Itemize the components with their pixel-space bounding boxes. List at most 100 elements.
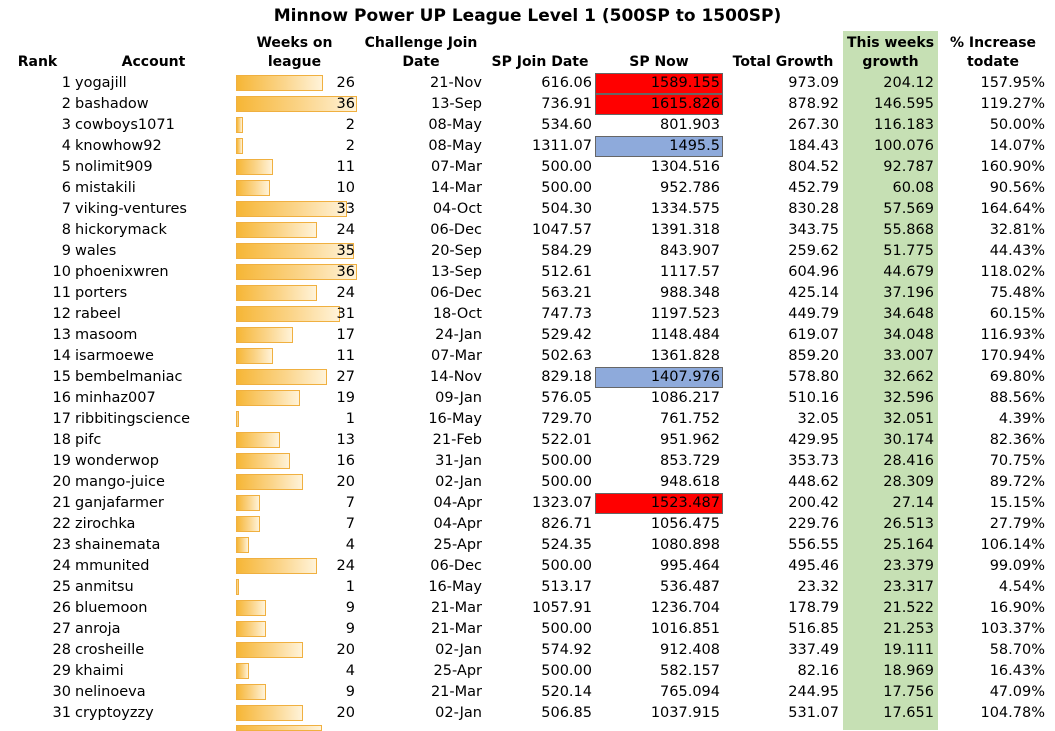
weeks-cell[interactable]: 1 [232, 409, 357, 430]
increase-cell[interactable]: 164.64% [980, 201, 1045, 217]
total-growth-cell[interactable]: 804.52 [788, 159, 839, 175]
rank-cell[interactable]: 19 [52, 453, 71, 469]
sp-now-cell[interactable]: 1407.976 [595, 367, 723, 388]
account-cell[interactable]: porters [75, 285, 128, 301]
account-cell[interactable]: cryptoyzzy [75, 705, 154, 721]
sp-join-cell[interactable]: 1311.07 [532, 138, 592, 154]
this-week-growth-cell[interactable]: 32.662 [883, 369, 934, 385]
weeks-cell[interactable]: 36 [232, 94, 357, 115]
sp-join-cell[interactable]: 504.30 [541, 201, 592, 217]
this-week-growth-cell[interactable]: 28.309 [883, 474, 934, 490]
total-growth-cell[interactable]: 353.73 [788, 453, 839, 469]
rank-cell[interactable]: 4 [61, 138, 71, 154]
total-growth-cell[interactable]: 200.42 [788, 495, 839, 511]
challenge-join-date-cell[interactable]: 07-Mar [430, 159, 482, 175]
account-cell[interactable]: mistakili [75, 180, 136, 196]
total-growth-cell[interactable]: 184.43 [788, 138, 839, 154]
total-growth-cell[interactable]: 343.75 [788, 222, 839, 238]
account-cell[interactable]: yogajill [75, 75, 127, 91]
rank-cell[interactable]: 31 [52, 705, 71, 721]
sp-now-cell[interactable]: 801.903 [660, 117, 720, 133]
account-cell[interactable]: anroja [75, 621, 121, 637]
sp-now-cell[interactable]: 765.094 [660, 684, 720, 700]
rank-cell[interactable]: 5 [61, 159, 71, 175]
challenge-join-date-cell[interactable]: 08-May [428, 117, 482, 133]
weeks-cell[interactable]: 11 [232, 346, 357, 367]
increase-cell[interactable]: 47.09% [989, 684, 1045, 700]
sp-join-cell[interactable]: 506.85 [541, 705, 592, 721]
challenge-join-date-cell[interactable]: 24-Jan [435, 327, 482, 343]
weeks-cell[interactable]: 17 [232, 325, 357, 346]
increase-cell[interactable]: 119.27% [980, 96, 1045, 112]
sp-now-cell[interactable]: 951.962 [660, 432, 720, 448]
this-week-growth-cell[interactable]: 19.111 [883, 642, 934, 658]
account-cell[interactable]: knowhow92 [75, 138, 162, 154]
weeks-cell[interactable]: 16 [232, 451, 357, 472]
weeks-cell[interactable]: 20 [232, 703, 357, 724]
challenge-join-date-cell[interactable]: 04-Apr [433, 516, 482, 532]
increase-cell[interactable]: 60.15% [989, 306, 1045, 322]
weeks-cell[interactable]: 31 [232, 304, 357, 325]
sp-now-cell[interactable]: 1056.475 [650, 516, 720, 532]
this-week-growth-cell[interactable]: 17.651 [883, 705, 934, 721]
rank-cell[interactable]: 27 [52, 621, 71, 637]
rank-cell[interactable]: 11 [52, 285, 71, 301]
challenge-join-date-cell[interactable]: 25-Apr [433, 537, 482, 553]
sp-now-cell[interactable]: 1117.57 [660, 264, 720, 280]
rank-cell[interactable]: 23 [52, 537, 71, 553]
this-week-growth-cell[interactable]: 34.048 [883, 327, 934, 343]
increase-cell[interactable]: 116.93% [980, 327, 1045, 343]
weeks-cell[interactable]: 20 [232, 472, 357, 493]
total-growth-cell[interactable]: 516.85 [788, 621, 839, 637]
sp-now-cell[interactable]: 582.157 [660, 663, 720, 679]
sp-now-cell[interactable]: 948.618 [660, 474, 720, 490]
account-cell[interactable]: mango-juice [75, 474, 165, 490]
weeks-cell[interactable]: 24 [232, 220, 357, 241]
increase-cell[interactable]: 157.95% [980, 75, 1045, 91]
challenge-join-date-cell[interactable]: 07-Mar [430, 348, 482, 364]
rank-cell[interactable]: 6 [61, 180, 71, 196]
increase-cell[interactable]: 16.43% [989, 663, 1045, 679]
sp-join-cell[interactable]: 513.17 [541, 579, 592, 595]
rank-cell[interactable]: 28 [52, 642, 71, 658]
sp-join-cell[interactable]: 584.29 [541, 243, 592, 259]
total-growth-cell[interactable]: 229.76 [788, 516, 839, 532]
sp-now-cell[interactable]: 952.786 [660, 180, 720, 196]
this-week-growth-cell[interactable]: 21.253 [883, 621, 934, 637]
account-cell[interactable]: ganjafarmer [75, 495, 164, 511]
sp-join-cell[interactable]: 1057.91 [532, 600, 592, 616]
rank-cell[interactable]: 22 [52, 516, 71, 532]
total-growth-cell[interactable]: 878.92 [788, 96, 839, 112]
this-week-growth-cell[interactable]: 18.969 [883, 663, 934, 679]
total-growth-cell[interactable]: 429.95 [788, 432, 839, 448]
sp-join-cell[interactable]: 522.01 [541, 432, 592, 448]
account-cell[interactable]: zirochka [75, 516, 136, 532]
account-cell[interactable]: bembelmaniac [75, 369, 183, 385]
total-growth-cell[interactable]: 178.79 [788, 600, 839, 616]
increase-cell[interactable]: 44.43% [989, 243, 1045, 259]
total-growth-cell[interactable]: 32.05 [797, 411, 839, 427]
challenge-join-date-cell[interactable]: 20-Sep [430, 243, 482, 259]
total-growth-cell[interactable]: 449.79 [788, 306, 839, 322]
increase-cell[interactable]: 69.80% [989, 369, 1045, 385]
sp-now-cell[interactable]: 761.752 [660, 411, 720, 427]
weeks-cell[interactable]: 2 [232, 136, 357, 157]
account-cell[interactable]: viking-ventures [75, 201, 187, 217]
sp-now-cell[interactable]: 536.487 [660, 579, 720, 595]
increase-cell[interactable]: 32.81% [989, 222, 1045, 238]
total-growth-cell[interactable]: 973.09 [788, 75, 839, 91]
challenge-join-date-cell[interactable]: 16-May [428, 579, 482, 595]
increase-cell[interactable]: 15.15% [989, 495, 1045, 511]
total-growth-cell[interactable]: 425.14 [788, 285, 839, 301]
total-growth-cell[interactable]: 578.80 [788, 369, 839, 385]
weeks-cell[interactable]: 24 [232, 556, 357, 577]
this-week-growth-cell[interactable]: 37.196 [883, 285, 934, 301]
account-cell[interactable]: ribbitingscience [75, 411, 191, 427]
total-growth-cell[interactable]: 510.16 [788, 390, 839, 406]
this-week-growth-cell[interactable]: 23.317 [883, 579, 934, 595]
rank-cell[interactable]: 21 [52, 495, 71, 511]
increase-cell[interactable]: 170.94% [980, 348, 1045, 364]
sp-now-cell[interactable]: 1334.575 [650, 201, 720, 217]
this-week-growth-cell[interactable]: 17.756 [883, 684, 934, 700]
account-cell[interactable]: wales [75, 243, 117, 259]
